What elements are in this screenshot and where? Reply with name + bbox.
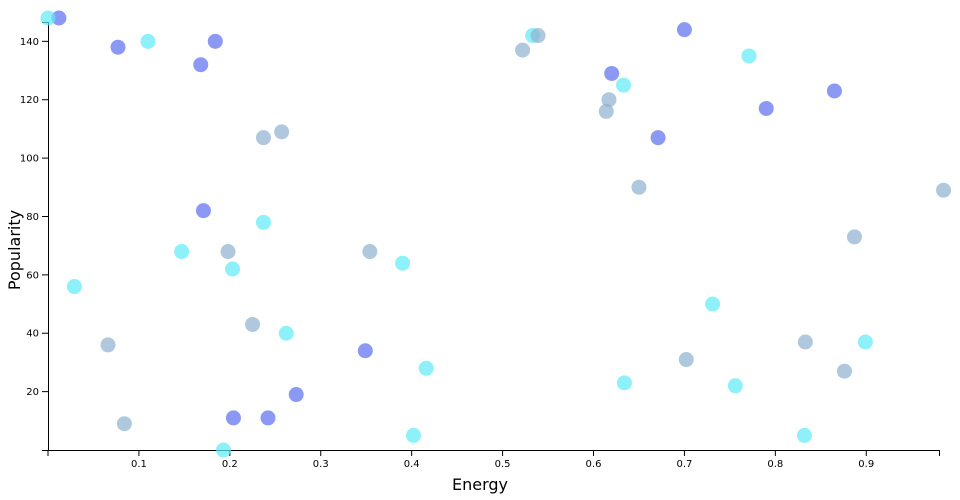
data-point [357,343,373,359]
y-ticks: 20 40 60 80 100 120 140 [20,37,48,398]
data-point [260,410,276,426]
data-point [530,28,546,44]
data-point [116,416,132,432]
data-point [601,92,617,108]
x-tick-label: 0.6 [586,459,602,470]
data-point [255,130,271,146]
y-tick-label: 40 [26,329,39,340]
data-point [846,229,862,245]
x-tick-label: 0.7 [676,459,692,470]
data-point [207,33,223,49]
data-point [797,334,813,350]
data-point [857,334,873,350]
data-point [676,22,692,38]
y-tick-label: 20 [26,387,39,398]
x-tick-label: 0.4 [404,459,420,470]
y-tick-label: 140 [20,37,39,48]
data-point [193,57,209,73]
x-tick-label: 0.9 [858,459,874,470]
y-tick-label: 60 [26,270,39,281]
data-point [255,214,271,230]
data-point [616,77,632,93]
data-point [225,410,241,426]
data-point [604,65,620,81]
y-axis-line [42,22,49,451]
data-point [220,244,236,260]
data-point [274,124,290,140]
x-axis-line [47,450,940,456]
data-point [796,427,812,443]
x-axis-label: Energy [452,475,508,494]
data-point [225,261,241,277]
x-tick-label: 0.2 [222,459,238,470]
data-point [40,10,56,26]
data-point [758,100,774,116]
data-point [288,387,304,403]
y-tick-label: 120 [20,95,39,106]
data-point [650,130,666,146]
data-point [727,378,743,394]
axes: 0.1 0.2 0.3 0.4 0.5 0.6 0.7 0.8 0.9 20 40 60 80 100 1… [20,22,940,470]
data-point [836,363,852,379]
data-point [598,103,614,119]
data-point [826,83,842,99]
y-axis-label: Popularity [5,210,24,290]
data-points [40,10,952,458]
data-point [405,427,421,443]
data-point [936,182,952,198]
data-point [631,179,647,195]
data-point [51,10,67,26]
data-point [678,352,694,368]
x-ticks: 0.1 0.2 0.3 0.4 0.5 0.6 0.7 0.8 0.9 [131,450,874,470]
data-point [741,48,757,64]
data-point [515,42,531,58]
data-point [616,375,632,391]
data-point [100,337,116,353]
data-point [140,33,156,49]
data-point [215,442,231,458]
y-tick-label: 80 [26,212,39,223]
data-point [195,203,211,219]
y-tick-label: 100 [20,154,39,165]
x-tick-label: 0.8 [767,459,783,470]
data-point [110,39,126,55]
data-point [395,255,411,271]
x-tick-label: 0.1 [131,459,147,470]
data-point [418,360,434,376]
data-point [66,279,82,295]
x-tick-label: 0.5 [495,459,511,470]
data-point [362,244,378,260]
data-point [174,244,190,260]
data-point [705,296,721,312]
data-point [278,325,294,341]
x-tick-label: 0.3 [313,459,329,470]
data-point [245,316,261,332]
